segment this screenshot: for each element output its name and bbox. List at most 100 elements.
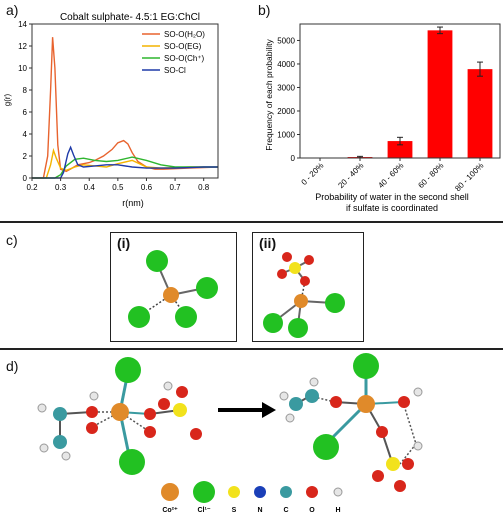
oxygen-atom [398,396,410,408]
hydrogen-atom [39,443,49,453]
legend-atom-label: Co²⁺ [162,507,178,514]
sulfur-atom [289,262,301,274]
hydrogen-atom [413,387,423,397]
rdf-y-tick-label: 4 [23,130,28,139]
legend-atom-swatch [193,481,215,503]
bar-y-tick-label: 3000 [277,83,295,92]
chlorine-atom [263,313,283,333]
chlorine-atom [128,306,150,328]
chlorine-atom [196,277,218,299]
oxygen-atom [158,398,170,410]
carbon-atom [53,407,67,421]
structure-box-ii: (ii) [252,232,364,342]
bar-x-tick-label: 0 - 20% [300,161,326,187]
rdf-y-tick-label: 2 [23,152,28,161]
cobalt-atom [357,395,375,413]
bar-y-axis-label: Frequency of each probability [264,38,274,150]
rdf-x-tick-label: 0.2 [26,183,38,192]
rdf-y-tick-label: 6 [23,108,28,117]
legend-atom-swatch [161,483,179,501]
panel-b-letter: b) [258,2,271,18]
rdf-y-tick-label: 10 [18,64,27,73]
atom-legend: Co²⁺ Cl¹⁻ S N C O H [161,481,343,514]
sulfur-atom [386,457,400,471]
oxygen-atom [300,276,310,286]
legend-atom-swatch [254,486,266,498]
legend-atom-label: H [335,507,340,514]
oxygen-atom [372,470,384,482]
rdf-legend-label: SO-O(EG) [164,42,202,51]
oxygen-atom [304,255,314,265]
legend-atom-swatch [333,487,343,497]
oxygen-atom [176,386,188,398]
left-structure [37,357,202,475]
structure-box-i-label: (i) [117,235,131,251]
carbon-atom [289,397,303,411]
rdf-chart-title: Cobalt sulphate- 4.5:1 EG:ChCl [60,12,200,23]
panel-c-letter: c) [6,232,18,248]
hydrogen-atom [309,377,319,387]
rdf-y-tick-label: 0 [23,174,28,183]
oxygen-atom [402,458,414,470]
oxygen-atom [394,480,406,492]
bar [427,30,453,159]
rdf-y-tick-label: 14 [18,20,27,29]
bar-y-tick-label: 0 [291,154,296,163]
rdf-legend-label: SO-O(H₂O) [164,30,205,39]
oxygen-atom [144,408,156,420]
hydrogen-atom [413,441,423,451]
chlorine-atom [313,434,339,460]
oxygen-atom [376,426,388,438]
structure-ii-molecule [263,252,345,338]
legend-atom-label: N [257,507,262,514]
rdf-plot-frame [31,23,219,179]
rdf-y-tick-label: 12 [18,42,27,51]
chlorine-atom [288,318,308,338]
bar-x-tick-label: 60 - 80% [416,161,445,190]
rdf-x-tick-label: 0.3 [55,183,67,192]
legend-atom-swatch [306,486,318,498]
bar-x-axis-label-line1: Probability of water in the second shell [315,192,469,202]
panel-a-letter: a) [6,2,19,18]
panel-d-letter: d) [6,358,19,374]
legend-atom-swatch [280,486,292,498]
legend-atom-swatch [228,486,240,498]
reaction-arrow [218,402,276,418]
structure-box-ii-label: (ii) [259,235,277,251]
right-structure [279,353,423,492]
hydrogen-atom [37,403,47,413]
bar-x-tick-label: 40 - 60% [376,161,405,190]
legend-atom-label: Cl¹⁻ [197,507,210,514]
rdf-y-tick-label: 8 [23,86,28,95]
chlorine-atom [175,306,197,328]
reaction-scheme [37,353,423,492]
rdf-x-tick-label: 0.8 [198,183,210,192]
bar-y-tick-label: 4000 [277,60,295,69]
rdf-x-tick-label: 0.6 [141,183,153,192]
cobalt-atom [163,287,179,303]
bar [467,69,493,158]
cobalt-atom [111,403,129,421]
oxygen-atom [330,396,342,408]
hydrogen-atom [89,391,99,401]
chlorine-atom [325,293,345,313]
hydrogen-atom [163,381,173,391]
chlorine-atom [353,353,379,379]
chlorine-atom [115,357,141,383]
divider-top [0,221,503,223]
rdf-y-axis-label: g(r) [3,93,12,106]
oxygen-atom [277,269,287,279]
oxygen-atom [190,428,202,440]
sulfur-atom [173,403,187,417]
legend-atom-label: S [232,507,237,514]
chlorine-atom [119,449,145,475]
hydrogen-atom [285,413,295,423]
legend-atom-label: O [309,507,315,514]
oxygen-atom [144,426,156,438]
cobalt-atom [294,294,308,308]
rdf-legend-label: SO-Cl [164,66,186,75]
structure-box-i: (i) [110,232,237,342]
bar-y-tick-label: 1000 [277,130,295,139]
hydrogen-atom [61,451,71,461]
rdf-x-tick-label: 0.4 [84,183,96,192]
